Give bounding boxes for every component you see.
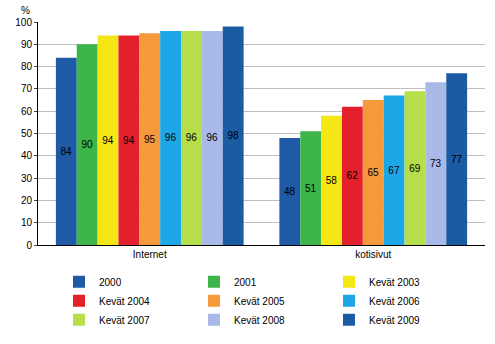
svg-text:94: 94 <box>123 135 135 146</box>
svg-text:96: 96 <box>165 132 177 143</box>
svg-text:98: 98 <box>227 130 239 141</box>
svg-text:30: 30 <box>21 173 33 184</box>
svg-text:67: 67 <box>388 165 400 176</box>
svg-text:Kevät 2009: Kevät 2009 <box>369 315 420 326</box>
svg-text:94: 94 <box>102 135 114 146</box>
svg-text:40: 40 <box>21 150 33 161</box>
svg-text:65: 65 <box>367 167 379 178</box>
svg-text:Kevät 2004: Kevät 2004 <box>99 296 150 307</box>
svg-text:2000: 2000 <box>99 277 122 288</box>
svg-text:90: 90 <box>81 139 93 150</box>
svg-text:kotisivut: kotisivut <box>355 249 391 260</box>
svg-text:51: 51 <box>305 183 317 194</box>
svg-text:20: 20 <box>21 195 33 206</box>
svg-text:Kevät 2008: Kevät 2008 <box>234 315 285 326</box>
svg-text:96: 96 <box>186 132 198 143</box>
svg-text:73: 73 <box>430 158 442 169</box>
svg-text:96: 96 <box>207 132 219 143</box>
svg-text:Kevät 2007: Kevät 2007 <box>99 315 150 326</box>
svg-text:Kevät 2005: Kevät 2005 <box>234 296 285 307</box>
svg-text:48: 48 <box>284 186 296 197</box>
svg-text:77: 77 <box>451 154 463 165</box>
svg-text:10: 10 <box>21 217 33 228</box>
svg-text:2001: 2001 <box>234 277 257 288</box>
svg-text:Internet: Internet <box>133 249 167 260</box>
svg-text:58: 58 <box>326 175 338 186</box>
svg-text:0: 0 <box>26 240 32 251</box>
svg-text:Kevät 2006: Kevät 2006 <box>369 296 420 307</box>
svg-text:84: 84 <box>61 146 73 157</box>
svg-text:60: 60 <box>21 106 33 117</box>
svg-text:80: 80 <box>21 61 33 72</box>
svg-text:%: % <box>21 5 30 16</box>
svg-text:69: 69 <box>409 163 421 174</box>
svg-text:90: 90 <box>21 39 33 50</box>
svg-text:70: 70 <box>21 83 33 94</box>
svg-text:50: 50 <box>21 128 33 139</box>
svg-text:95: 95 <box>144 134 156 145</box>
svg-text:Kevät 2003: Kevät 2003 <box>369 277 420 288</box>
svg-text:100: 100 <box>15 17 32 28</box>
svg-text:62: 62 <box>347 170 359 181</box>
